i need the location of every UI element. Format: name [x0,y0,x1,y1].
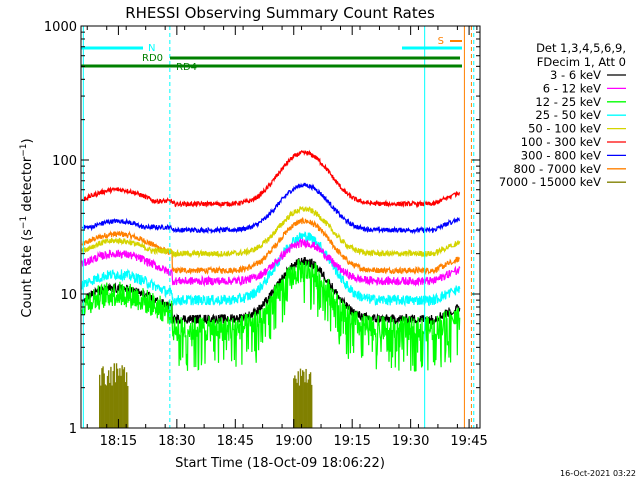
legend-header: FDecim 1, Att 0 [537,55,626,69]
legend-label: 12 - 25 keV [535,95,601,109]
legend-label: 3 - 6 keV [550,68,601,82]
legend-label: 300 - 800 keV [521,148,601,162]
x-tick-label: 19:30 [392,434,429,449]
chart-title: RHESSI Observing Summary Count Rates [125,4,435,22]
y-tick-label: 10 [60,288,77,303]
series-line-3 [81,231,461,308]
legend-label: 7000 - 15000 keV [499,175,601,189]
x-tick-label: 19:45 [450,434,487,449]
x-tick-label: 18:15 [100,434,137,449]
annotation-label: N [148,43,155,54]
x-axis-label: Start Time (18-Oct-09 18:06:22) [175,456,385,471]
x-tick-label: 19:15 [333,434,370,449]
x-tick-label: 18:30 [158,434,195,449]
y-label-part: ) [20,138,35,143]
legend-label: 50 - 100 keV [528,122,601,136]
series-line-4 [81,206,461,259]
axes: 1 10 100 1000 18:15 18:30 18:45 19:00 19:15 19:30… [44,20,488,449]
legend-header: Det 1,3,4,5,6,9, [536,41,626,55]
y-tick-label: 1000 [44,20,77,35]
timestamp: 16-Oct-2021 03:22 [560,469,636,478]
series-line-7 [81,216,461,276]
annotation-label: RD4 [176,62,197,73]
annotation-label: RD0 [142,53,163,64]
legend-label: 800 - 7000 keV [513,162,601,176]
legend: Det 1,3,4,5,6,9,FDecim 1, Att 03 - 6 keV… [499,41,626,189]
y-label-part: detector [20,156,35,216]
x-tick-label: 19:00 [275,434,312,449]
y-axis-label: Count Rate (s−1 detector−1) [19,138,35,317]
x-tick-label: 18:45 [217,434,254,449]
series-line-1 [81,237,461,288]
series-line-6 [81,182,460,235]
series-line-5 [81,149,461,209]
y-tick-label: 100 [52,154,77,169]
y-label-sup: −1 [19,216,29,229]
legend-label: 25 - 50 keV [535,108,601,122]
legend-label: 100 - 300 keV [521,135,601,149]
y-label-sup: −1 [19,143,29,156]
y-tick-label: 1 [69,422,77,437]
y-label-part: Count Rate (s [20,229,35,318]
annotation-label: S [438,36,444,47]
series-line-2 [81,258,461,372]
legend-label: 6 - 12 keV [543,81,601,95]
plot-frame [80,25,481,429]
